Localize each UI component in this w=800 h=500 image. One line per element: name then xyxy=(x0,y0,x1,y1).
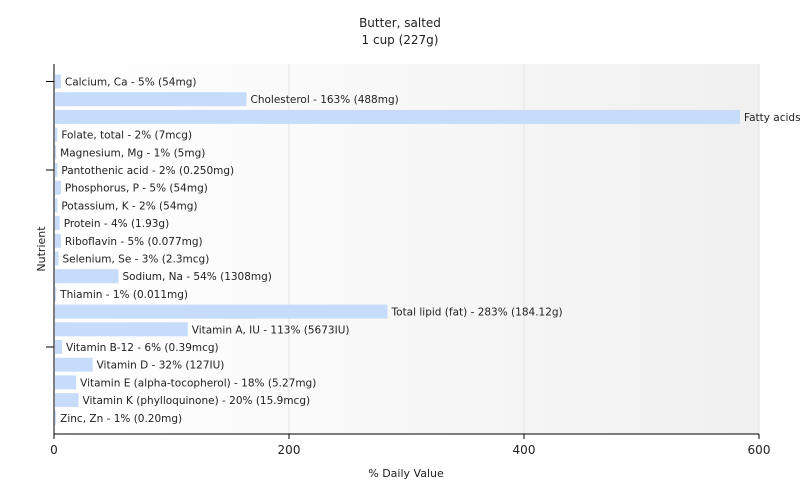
bar-magnesium-mg xyxy=(55,145,57,160)
bar-vitamin-b-12 xyxy=(55,340,63,354)
bar-label: Vitamin K (phylloquinone) - 20% (15.9mcg… xyxy=(83,395,311,407)
bar-labels: Calcium, Ca - 5% (54mg) Cholesterol - 163… xyxy=(59,77,800,425)
bar-label: Vitamin B-12 - 6% (0.39mcg) xyxy=(66,342,219,354)
bar-label: Selenium, Se - 3% (2.3mcg) xyxy=(63,254,210,266)
x-tick-label: 200 xyxy=(278,443,301,457)
bar-vitamin-a-iu xyxy=(55,322,188,337)
bar-label: Total lipid (fat) - 283% (184.12g) xyxy=(391,307,563,319)
bars xyxy=(55,74,741,425)
bar-label: Cholesterol - 163% (488mg) xyxy=(251,94,399,106)
plot-background xyxy=(54,64,759,434)
bar-label: Folate, total - 2% (7mcg) xyxy=(61,130,192,142)
axes xyxy=(53,64,759,435)
bar-label: Protein - 4% (1.93g) xyxy=(64,218,170,230)
bar-label: Zinc, Zn - 1% (0.20mg) xyxy=(60,413,182,425)
bar-phosphorus-p xyxy=(55,180,61,195)
bar-potassium-k xyxy=(55,198,58,213)
bar-vitamin-k-phylloquinone xyxy=(55,393,79,408)
bar-label: Phosphorus, P - 5% (54mg) xyxy=(65,183,208,195)
ticks: 0 200 400 600 xyxy=(46,81,771,457)
x-tick-label: 0 xyxy=(50,443,58,457)
bar-label: Vitamin E (alpha-tocopherol) - 18% (5.27… xyxy=(80,377,316,389)
chart-subtitle: 1 cup (227g) xyxy=(362,33,439,47)
bar-thiamin xyxy=(55,286,57,301)
bar-label: Vitamin D - 32% (127IU) xyxy=(97,360,225,372)
bar-label: Vitamin A, IU - 113% (5673IU) xyxy=(192,324,350,336)
bar-total-lipid-fat xyxy=(55,304,388,319)
bar-fatty-acids-total-saturated xyxy=(55,109,741,124)
bar-protein xyxy=(55,216,60,231)
bar-cholesterol xyxy=(55,92,247,107)
bar-label: Fatty acids, total saturated - 583% (116… xyxy=(744,112,800,124)
x-tick-label: 400 xyxy=(513,443,536,457)
bar-riboflavin xyxy=(55,233,61,248)
bar-vitamin-e-alpha-tocopherol xyxy=(55,375,77,390)
y-axis-label: Nutrient xyxy=(35,226,48,272)
bar-calcium-ca xyxy=(55,74,61,89)
bar-pantothenic-acid xyxy=(55,163,58,177)
bar-label: Thiamin - 1% (0.011mg) xyxy=(59,289,188,301)
bar-selenium-se xyxy=(55,251,59,266)
bar-label: Sodium, Na - 54% (1308mg) xyxy=(122,271,271,283)
bar-vitamin-d xyxy=(55,357,93,372)
x-tick-label: 600 xyxy=(748,443,771,457)
bar-label: Pantothenic acid - 2% (0.250mg) xyxy=(61,165,234,177)
bar-sodium-na xyxy=(55,269,119,284)
bar-label: Calcium, Ca - 5% (54mg) xyxy=(65,77,197,89)
bar-zinc-zn xyxy=(55,410,57,425)
chart-title: Butter, salted xyxy=(359,16,441,30)
x-axis-label: % Daily Value xyxy=(368,467,444,480)
bar-label: Potassium, K - 2% (54mg) xyxy=(61,200,197,212)
bar-label: Magnesium, Mg - 1% (5mg) xyxy=(60,147,205,159)
bar-folate-total xyxy=(55,127,58,142)
grid-lines xyxy=(288,64,760,434)
bar-label: Riboflavin - 5% (0.077mg) xyxy=(65,236,203,248)
